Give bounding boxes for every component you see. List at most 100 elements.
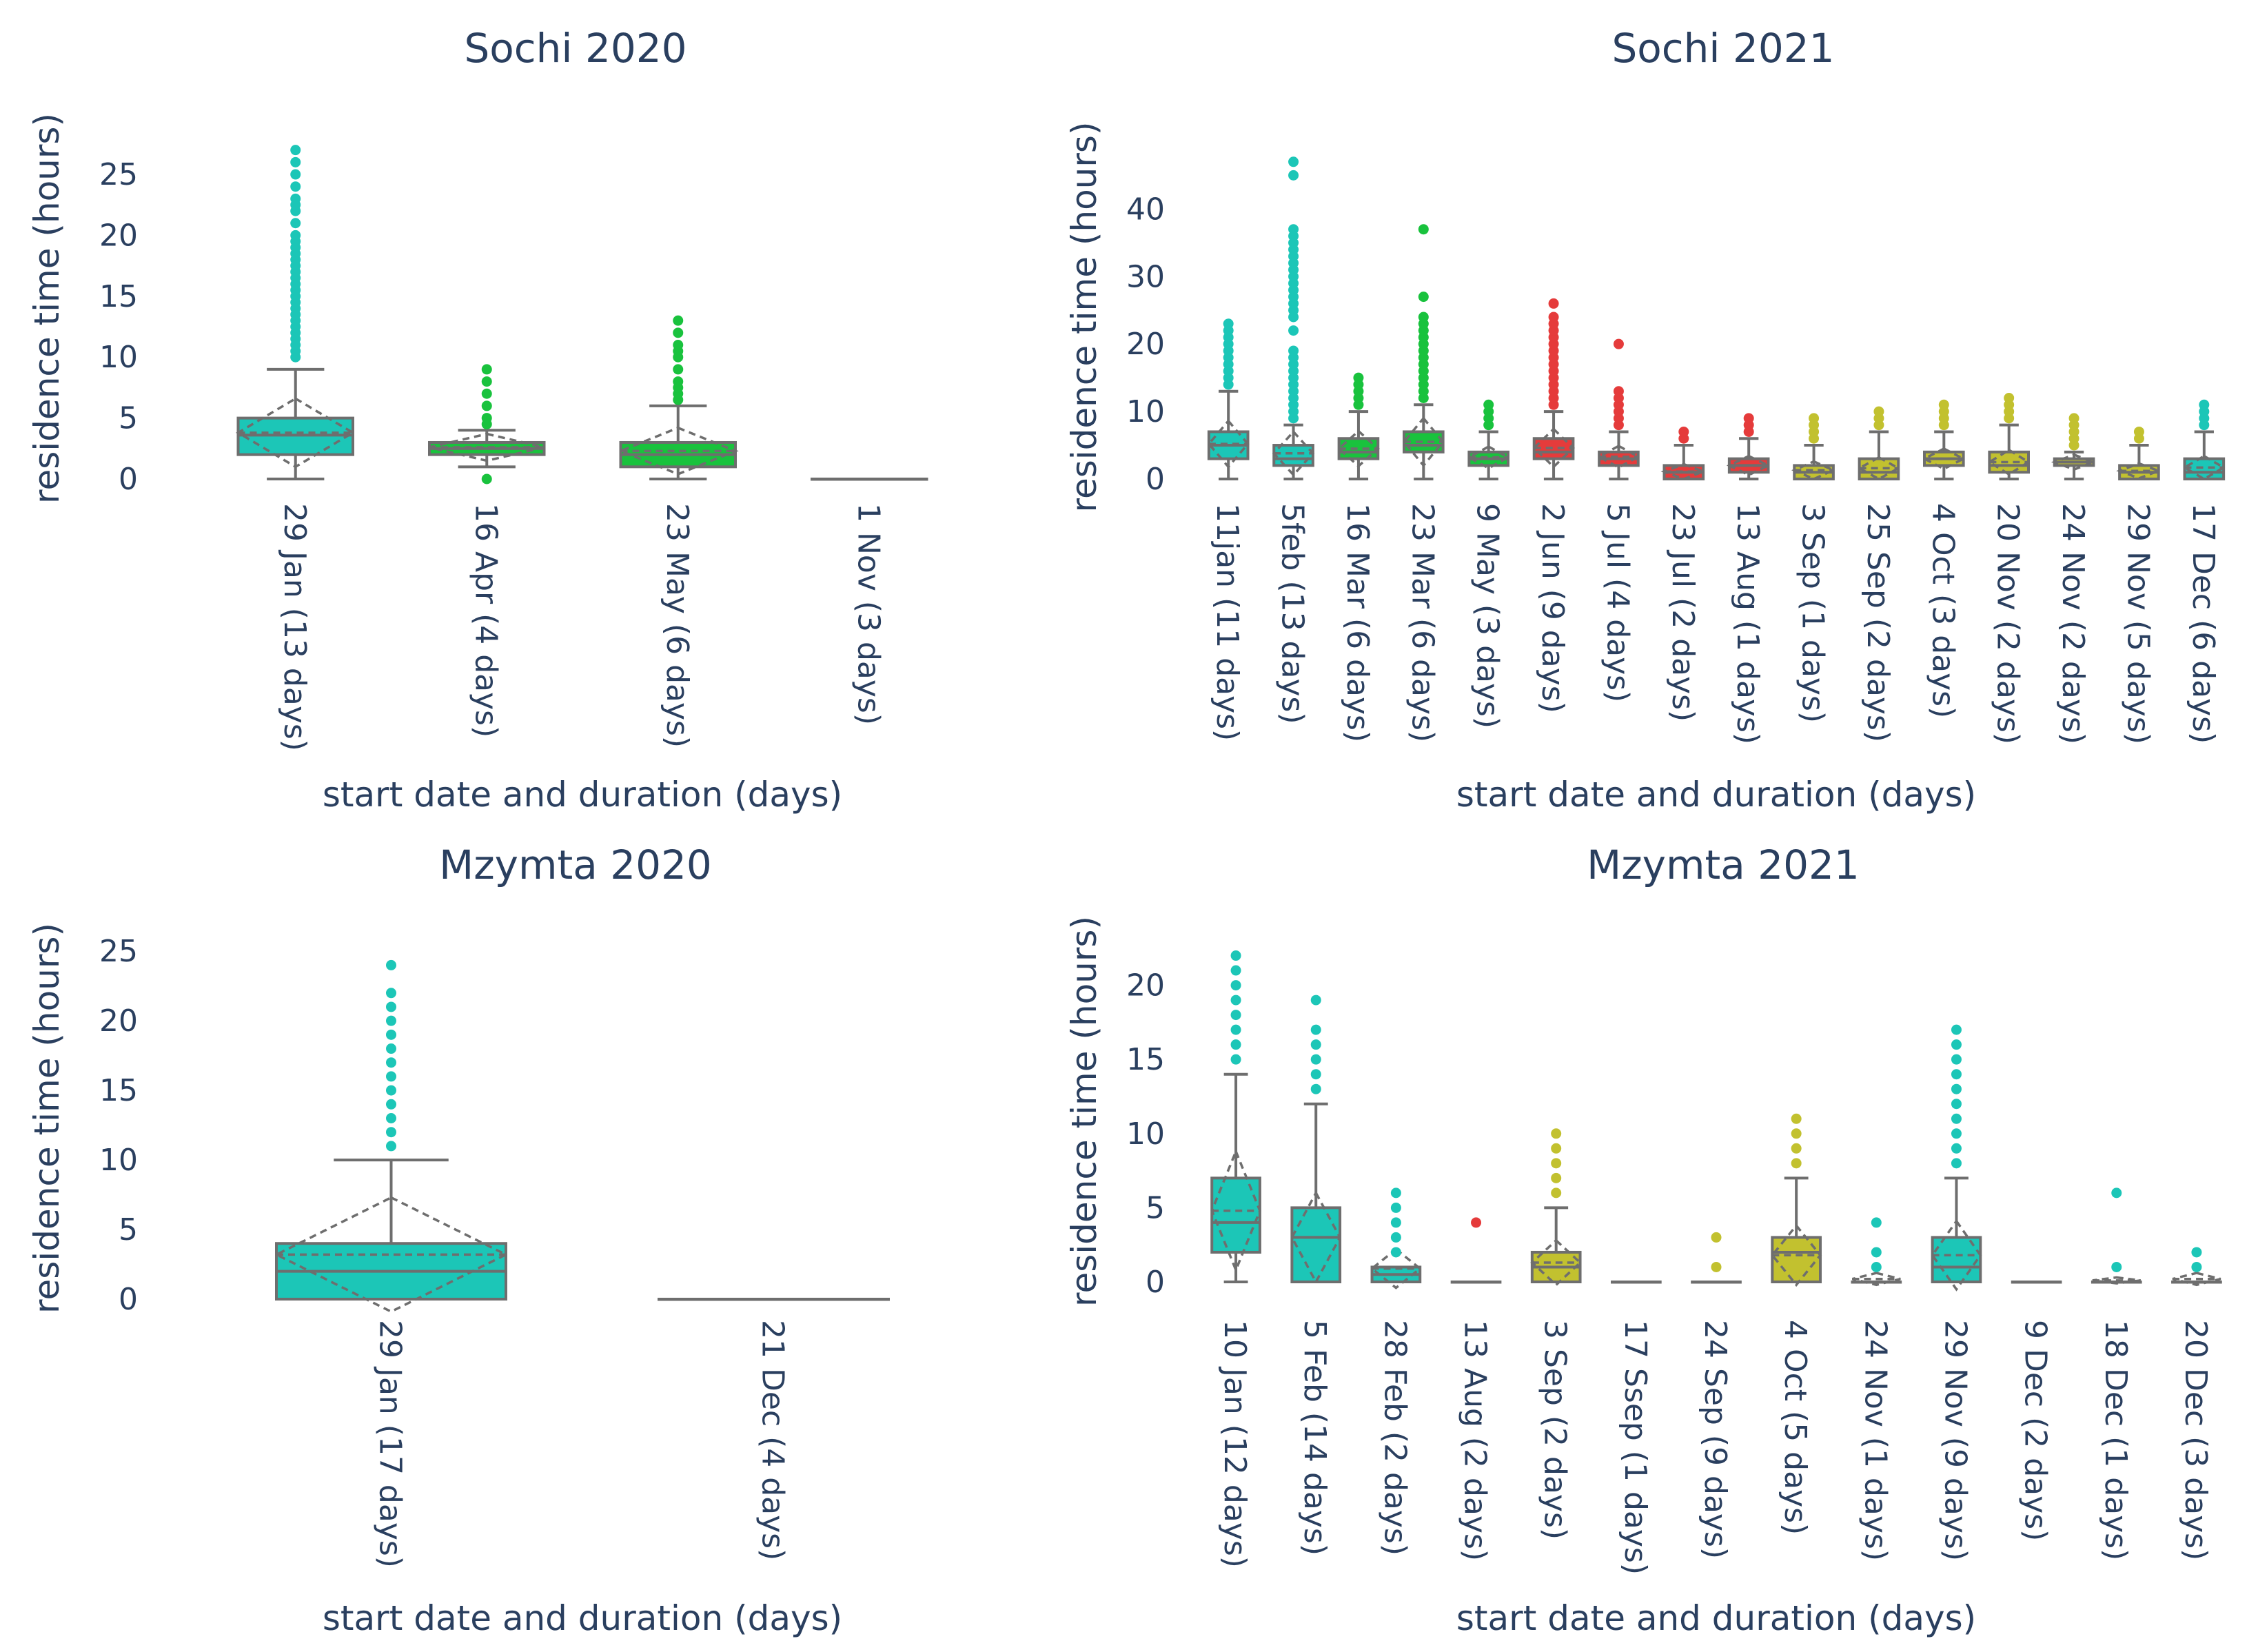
outlier-point	[386, 1127, 396, 1138]
outlier-point	[1471, 1217, 1482, 1228]
outlier-point	[1951, 1083, 1962, 1094]
outlier-point	[1791, 1128, 1802, 1139]
outlier-point	[1951, 1054, 1962, 1065]
x-tick-label: 4 Oct (3 days)	[1925, 503, 1960, 718]
outlier-point	[1951, 1113, 1962, 1124]
box-12	[2091, 1187, 2142, 1285]
x-tick-label: 9 Dec (2 days)	[2018, 1320, 2053, 1541]
box-9	[1726, 413, 1771, 480]
x-tick-label: 24 Nov (2 days)	[2055, 503, 2091, 744]
outlier-point	[2004, 393, 2015, 403]
outlier-point	[2191, 1247, 2202, 1258]
outlier-point	[1390, 1202, 1401, 1213]
y-tick-label: 10	[99, 1143, 138, 1178]
x-tick-label: 13 Aug (1 days)	[1730, 503, 1765, 744]
outlier-point	[1390, 1232, 1401, 1243]
outlier-point	[673, 340, 684, 351]
outlier-point	[1288, 170, 1299, 181]
x-tick-label: 28 Feb (2 days)	[1377, 1320, 1412, 1556]
chart-panel-2: Sochi 2021 residence time (hours) start da…	[1064, 25, 2226, 815]
outlier-point	[2133, 426, 2144, 437]
outlier-point	[290, 156, 301, 167]
outlier-point	[673, 315, 684, 326]
outlier-point	[1310, 995, 1321, 1006]
y-tick-label: 20	[99, 218, 138, 253]
x-tick-label: 4 Oct (5 days)	[1778, 1320, 1813, 1535]
mean-sd-diamond	[1791, 460, 1837, 480]
mean-sd-diamond	[2116, 462, 2162, 480]
outlier-point	[673, 376, 684, 387]
x-tick-label: 25 Sep (2 days)	[1860, 503, 1895, 742]
box-7	[1691, 1232, 1742, 1284]
outlier-point	[1230, 950, 1241, 961]
box-2	[1290, 995, 1342, 1285]
y-tick-label: 0	[1146, 462, 1165, 497]
x-tick-label: 21 Dec (4 days)	[755, 1320, 791, 1560]
box-13	[1987, 393, 2031, 480]
box-1	[274, 959, 509, 1314]
outlier-point	[1418, 292, 1429, 303]
x-tick-label: 23 Jul (2 days)	[1665, 503, 1700, 722]
outlier-point	[1951, 1099, 1962, 1110]
outlier-point	[2199, 399, 2210, 410]
box-1	[236, 145, 356, 480]
outlier-point	[386, 988, 396, 999]
x-axis-title: start date and duration (days)	[323, 775, 842, 815]
x-tick-label: 5feb (13 days)	[1275, 503, 1310, 724]
mean-sd-diamond	[1987, 448, 2031, 476]
mean-sd-diamond	[1402, 416, 1445, 468]
mean-sd-diamond	[617, 426, 739, 476]
x-tick-label: 20 Nov (2 days)	[1991, 503, 2026, 744]
mean-sd-diamond	[1726, 454, 1771, 477]
outlier-point	[1551, 1158, 1562, 1169]
outlier-point	[1548, 298, 1559, 309]
box-13	[2171, 1247, 2222, 1287]
mean-sd-diamond	[2051, 453, 2097, 471]
mean-sd-diamond	[1370, 1247, 1423, 1289]
box-8	[1660, 426, 1707, 481]
outlier-point	[386, 1029, 396, 1040]
outlier-point	[386, 1057, 396, 1068]
outlier-point	[1951, 1143, 1962, 1154]
outlier-point	[1791, 1143, 1802, 1154]
outlier-point	[1871, 1217, 1882, 1228]
box-4	[811, 478, 928, 481]
x-tick-label: 9 May (3 days)	[1470, 503, 1505, 728]
y-tick-label: 10	[99, 340, 138, 375]
outlier-point	[290, 218, 301, 229]
box-11	[1857, 406, 1901, 481]
outlier-point	[386, 1085, 396, 1096]
y-tick-label: 40	[1126, 192, 1165, 227]
y-tick-label: 20	[1126, 327, 1165, 362]
y-tick-label: 25	[99, 934, 138, 969]
x-tick-label: 23 Mar (6 days)	[1405, 503, 1440, 742]
box-5	[1466, 399, 1511, 480]
y-tick-label: 0	[119, 462, 138, 497]
mean-sd-diamond	[2182, 454, 2226, 481]
outlier-point	[1938, 399, 1949, 410]
outlier-point	[386, 1015, 396, 1026]
mean-sd-diamond	[1857, 456, 1901, 481]
box-1	[1210, 950, 1261, 1283]
outlier-point	[1483, 399, 1494, 410]
outlier-point	[1678, 426, 1689, 437]
outlier-point	[1418, 312, 1429, 323]
x-tick-label: 23 May (6 days)	[660, 503, 695, 748]
outlier-point	[1711, 1261, 1722, 1272]
outlier-point	[1791, 1158, 1802, 1169]
y-tick-label: 15	[99, 1073, 138, 1108]
outlier-point	[2111, 1261, 2122, 1272]
outlier-point	[1871, 1261, 1882, 1272]
box-2	[428, 364, 546, 485]
outlier-point	[290, 181, 301, 192]
mean-sd-diamond	[1530, 1238, 1583, 1287]
x-tick-label: 2 Jun (9 days)	[1535, 503, 1570, 713]
outlier-point	[1310, 1083, 1321, 1094]
x-tick-label: 29 Nov (9 days)	[1937, 1320, 1973, 1561]
outlier-point	[386, 1071, 396, 1082]
outlier-point	[1288, 156, 1299, 167]
outlier-point	[2068, 413, 2079, 424]
x-tick-label: 5 Feb (14 days)	[1297, 1320, 1332, 1556]
outlier-point	[1230, 1054, 1241, 1065]
